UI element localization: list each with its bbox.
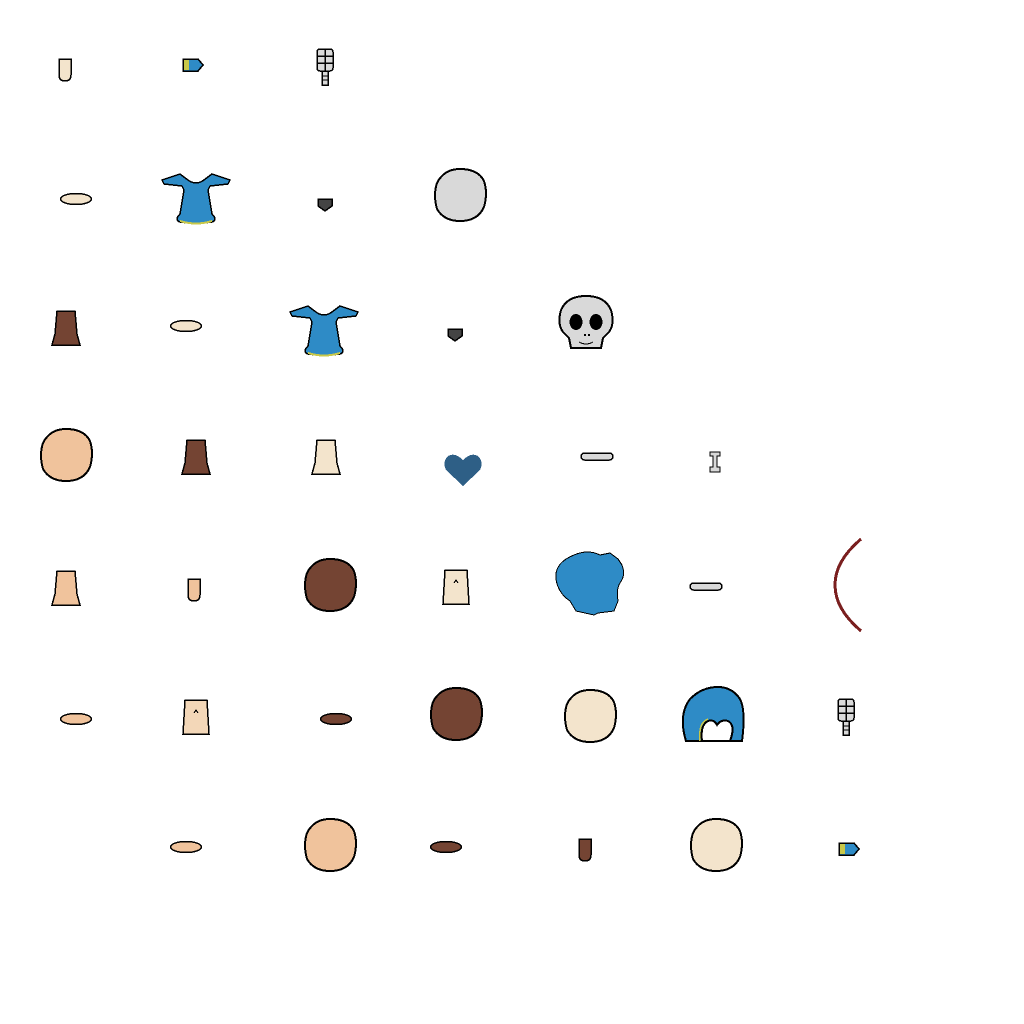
skeleton-finger-2-icon <box>836 698 856 736</box>
foot-tan-2-icon <box>169 840 203 854</box>
foot-dark-icon <box>319 712 353 726</box>
head-light-2-icon <box>688 817 744 873</box>
sleeve-cuff-blue-icon <box>182 58 204 72</box>
bone-long-icon <box>580 452 614 462</box>
head-bone-icon <box>432 167 488 223</box>
head-tan-2-icon <box>302 817 358 873</box>
heart-blue-icon <box>443 452 483 488</box>
leg-light-icon <box>311 439 341 475</box>
leg-dark-2-icon <box>181 439 211 475</box>
torso-light-icon <box>441 569 471 605</box>
shirt-blue-icon <box>160 170 232 226</box>
arc-dark-red-icon <box>831 537 865 633</box>
head-tan-icon <box>38 427 94 483</box>
foot-tan-icon <box>59 712 93 726</box>
finger-tan-icon <box>187 578 201 602</box>
shirt-blue-2-icon <box>288 302 360 358</box>
head-dark-2-icon <box>428 686 484 742</box>
gem-dark-2-icon <box>447 328 463 342</box>
head-light-icon <box>562 688 618 744</box>
finger-light-icon <box>58 58 72 82</box>
foot-dark-2-icon <box>429 840 463 854</box>
head-dark-icon <box>302 557 358 613</box>
hair-blue-back-icon <box>680 685 746 743</box>
gem-dark-icon <box>317 198 333 212</box>
leg-dark-icon <box>51 310 81 346</box>
leg-tan-icon <box>51 570 81 606</box>
foot-light-icon <box>59 192 93 206</box>
finger-dark-icon <box>578 838 592 862</box>
foot-light-2-icon <box>169 319 203 333</box>
bone-long-2-icon <box>689 582 723 592</box>
torso-tan-icon <box>181 699 211 735</box>
sleeve-cuff-blue-2-icon <box>838 842 860 856</box>
hair-blue-icon <box>554 549 626 617</box>
skeleton-finger-icon <box>315 48 335 86</box>
skull-icon <box>557 294 615 350</box>
bone-small-icon <box>709 451 721 473</box>
